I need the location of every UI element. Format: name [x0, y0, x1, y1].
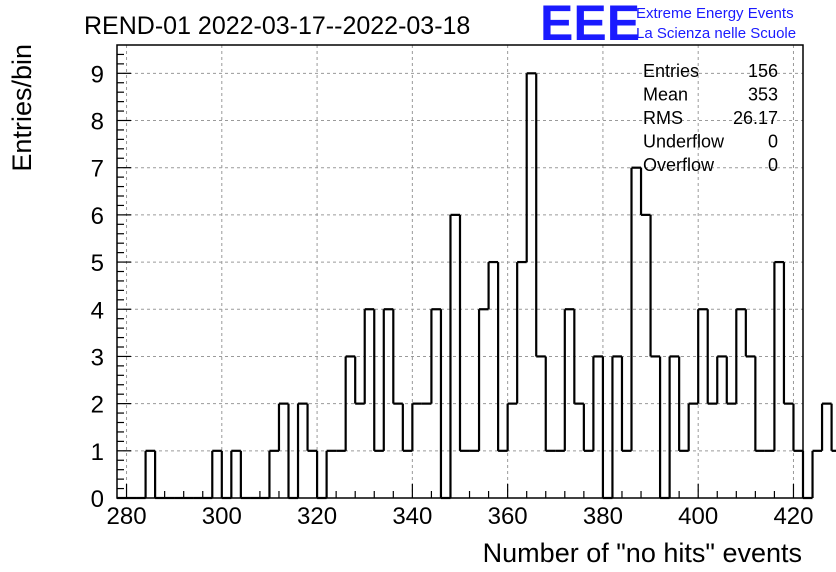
- stats-value: 0: [768, 155, 778, 175]
- x-tick-label: 360: [488, 503, 528, 530]
- x-tick-label: 400: [678, 503, 718, 530]
- stats-value: 156: [748, 61, 778, 81]
- stats-value: 26.17: [733, 108, 778, 128]
- axis-ticks: [117, 53, 795, 499]
- x-tick-label: 420: [773, 503, 813, 530]
- y-tick-label: 8: [91, 109, 104, 136]
- y-tick-label: 5: [91, 250, 104, 277]
- y-tick-label: 7: [91, 156, 104, 183]
- y-tick-label: 0: [91, 486, 104, 513]
- stats-value: 0: [768, 132, 778, 152]
- eee-logo: EEE Extreme Energy Events La Scienza nel…: [540, 0, 796, 51]
- x-tick-label: 320: [297, 503, 337, 530]
- x-tick-label: 300: [202, 503, 242, 530]
- axis-tick-labels: 280 300 320 340 360 380 400 420 0 1 2 3 4 5 6 7 8 9: [91, 61, 814, 530]
- y-tick-label: 1: [91, 439, 104, 466]
- y-tick-label: 4: [91, 297, 104, 324]
- y-tick-label: 6: [91, 203, 104, 230]
- eee-logo-line2: La Scienza nelle Scuole: [636, 25, 796, 42]
- chart-title: REND-01 2022-03-17--2022-03-18: [84, 12, 470, 40]
- x-tick-label: 280: [107, 503, 147, 530]
- eee-logo-line1: Extreme Energy Events: [636, 5, 794, 22]
- eee-logo-mark: EEE: [540, 0, 640, 51]
- x-axis-label: Number of "no hits" events: [483, 538, 802, 568]
- y-tick-label: 2: [91, 392, 104, 419]
- stats-box: Entries 156 Mean 353 RMS 26.17 Underflow 0 Overf…: [643, 61, 778, 175]
- stats-label: Mean: [643, 85, 688, 105]
- stats-label: Overflow: [643, 155, 715, 175]
- stats-value: 353: [748, 85, 778, 105]
- histogram-series: [117, 72, 836, 500]
- stats-label: Entries: [643, 61, 699, 81]
- stats-label: RMS: [643, 108, 683, 128]
- x-tick-label: 340: [392, 503, 432, 530]
- x-tick-label: 380: [583, 503, 623, 530]
- y-tick-label: 9: [91, 61, 104, 88]
- y-tick-label: 3: [91, 344, 104, 371]
- stats-label: Underflow: [643, 132, 725, 152]
- y-axis-label: Entries/bin: [7, 44, 37, 172]
